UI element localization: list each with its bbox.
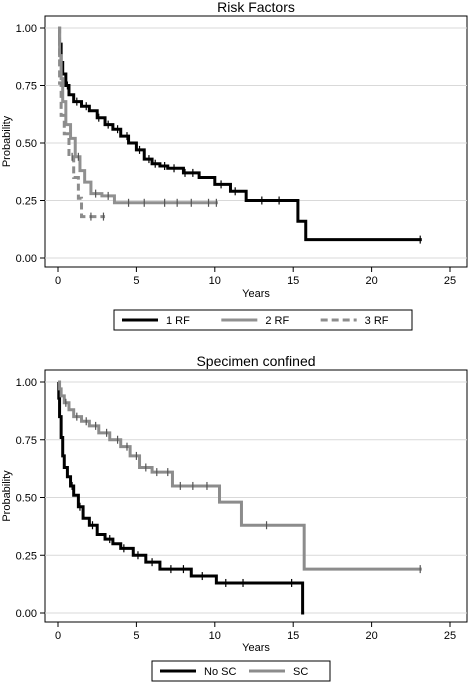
y-tick-label: 0.50	[16, 138, 37, 150]
x-tick-label: 0	[55, 275, 61, 287]
legend-label: 2 RF	[265, 315, 289, 327]
x-axis-label: Years	[242, 288, 270, 300]
y-tick-label: 1.00	[16, 23, 37, 35]
series-line-2-rf	[58, 26, 218, 205]
chart-panel-1: 0.00 0.25 0.50 0.75 1.00 0 5 10 15 20 25 Specimen c…	[1, 353, 468, 682]
legend-label: 1 RF	[166, 315, 190, 327]
series-line-sc	[58, 380, 422, 571]
x-tick-label: 0	[55, 630, 61, 642]
series-line-no-sc	[57, 380, 305, 615]
x-axis-label: Years	[242, 642, 270, 654]
x-tick-label: 15	[287, 630, 299, 642]
x-tick-label: 15	[287, 275, 299, 287]
x-tick-label: 10	[209, 275, 221, 287]
legend-label: No SC	[204, 666, 236, 678]
y-tick-label: 1.00	[16, 377, 37, 389]
x-tick-label: 5	[133, 275, 139, 287]
x-tick-label: 20	[365, 630, 377, 642]
legend: No SC SC	[151, 660, 331, 682]
x-tick-label: 10	[209, 630, 221, 642]
y-tick-label: 0.00	[16, 253, 37, 265]
x-tick-label: 20	[365, 275, 377, 287]
y-tick-label: 0.75	[16, 81, 37, 93]
plot-area	[44, 369, 468, 623]
x-tick-label: 25	[444, 275, 456, 287]
y-axis-label: Probability	[1, 115, 13, 167]
y-tick-label: 0.00	[16, 608, 37, 620]
legend: 1 RF 2 RF 3 RF	[113, 309, 413, 331]
y-tick-label: 0.25	[16, 196, 37, 208]
x-tick-label: 5	[133, 630, 139, 642]
legend-box	[151, 660, 331, 682]
chart-panel-0: 0.00 0.25 0.50 0.75 1.00 0 5 10 15 20 25 Risk Facto…	[1, 0, 468, 331]
legend-label: SC	[293, 666, 308, 678]
x-tick-label: 25	[444, 630, 456, 642]
legend-box	[113, 309, 413, 331]
y-tick-label: 0.50	[16, 493, 37, 505]
y-tick-label: 0.75	[16, 435, 37, 447]
chart-title: Risk Factors	[217, 0, 295, 15]
y-axis-label: Probability	[1, 470, 13, 522]
chart-title: Specimen confined	[196, 353, 315, 369]
plot-area	[44, 15, 468, 268]
y-tick-label: 0.25	[16, 550, 37, 562]
series-line-3-rf	[58, 26, 106, 219]
legend-label: 3 RF	[365, 315, 389, 327]
